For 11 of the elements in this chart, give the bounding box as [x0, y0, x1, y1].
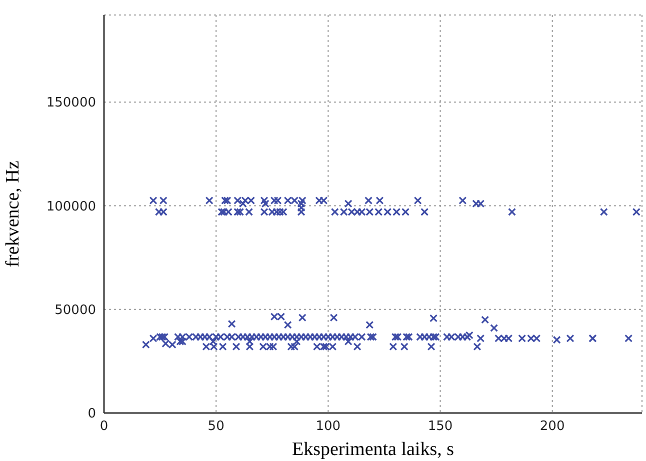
x-tick-label: 200 — [540, 419, 565, 434]
y-tick-label: 50000 — [54, 302, 96, 318]
x-tick-label: 150 — [428, 419, 453, 434]
y-tick-label: 0 — [88, 406, 96, 422]
x-tick-label: 50 — [208, 419, 224, 434]
x-tick-label: 0 — [100, 419, 108, 434]
x-tick-label: 100 — [316, 419, 341, 434]
x-axis-title: Eksperimenta laiks, s — [292, 439, 454, 460]
y-tick-label: 150000 — [46, 96, 96, 111]
y-tick-label: 100000 — [46, 199, 96, 214]
y-axis-title: frekvence, Hz — [2, 160, 24, 268]
